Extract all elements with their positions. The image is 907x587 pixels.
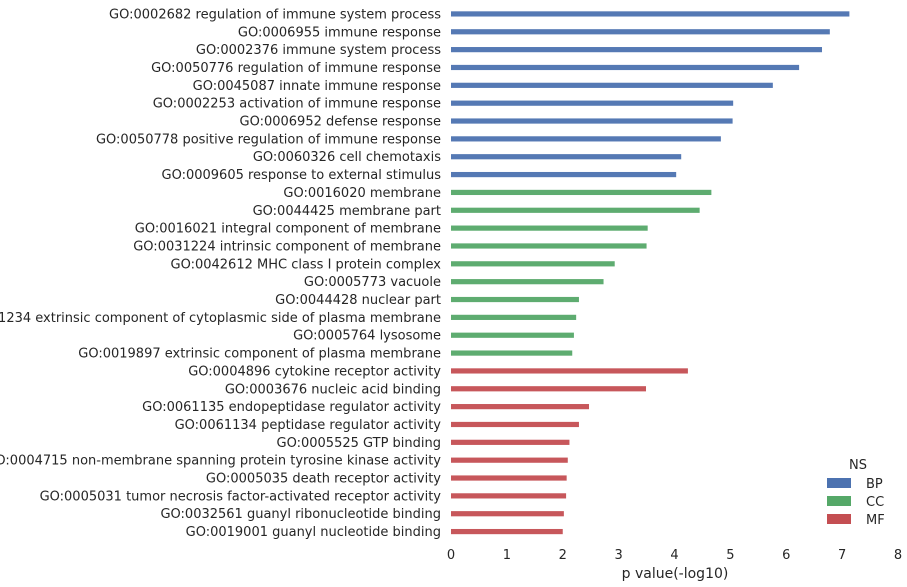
category-label: GO:0004715 non-membrane spanning protein… bbox=[0, 454, 441, 469]
bar-mf bbox=[451, 386, 647, 392]
category-label: GO:0019001 guanyl nucleotide binding bbox=[186, 525, 441, 540]
bar-bp bbox=[451, 29, 830, 35]
bar-cc bbox=[451, 296, 579, 303]
bar-cc bbox=[451, 207, 700, 213]
bar-mf bbox=[451, 475, 567, 481]
bar-bp bbox=[451, 118, 733, 124]
x-axis: 0 1 2 3 4 5 6 7 8 p value(-log10) bbox=[447, 548, 902, 582]
legend-title: NS bbox=[849, 458, 867, 473]
category-label: GO:0006955 immune response bbox=[238, 25, 441, 40]
bar-cc bbox=[451, 314, 577, 320]
bar-cc bbox=[451, 243, 647, 249]
category-label: GO:0003676 nucleic acid binding bbox=[225, 382, 441, 397]
bar-mf bbox=[451, 528, 563, 535]
bar-mf bbox=[451, 493, 567, 499]
category-label: GO:0016020 membrane bbox=[283, 186, 441, 201]
bar-bp bbox=[451, 154, 682, 160]
legend-label: BP bbox=[866, 477, 883, 492]
bar-mf bbox=[451, 439, 570, 445]
category-label: GO:0031224 intrinsic component of membra… bbox=[133, 239, 441, 254]
category-label: GO:0032561 guanyl ribonucleotide binding bbox=[160, 507, 441, 522]
x-tick-label: 3 bbox=[614, 548, 622, 563]
category-label: GO:0050778 positive regulation of immune… bbox=[96, 132, 441, 147]
bar-mf bbox=[451, 368, 688, 374]
category-label: GO:0002253 activation of immune response bbox=[153, 97, 441, 112]
category-label: GO:0004896 cytokine receptor activity bbox=[188, 364, 441, 379]
bar-mf bbox=[451, 457, 568, 463]
x-tick-label: 4 bbox=[670, 548, 678, 563]
legend-items: BP CC MF bbox=[827, 477, 885, 528]
legend: NS BP CC MF bbox=[827, 458, 885, 528]
bar-mf bbox=[451, 404, 590, 410]
bar-cc bbox=[451, 189, 712, 196]
legend-label: MF bbox=[866, 513, 885, 528]
x-tick-label: 7 bbox=[838, 548, 846, 563]
category-label: GO:0002682 regulation of immune system p… bbox=[109, 7, 441, 22]
category-label: GO:0016021 integral component of membran… bbox=[135, 222, 441, 237]
category-label: GO:0045087 innate immune response bbox=[193, 79, 441, 94]
x-tick-label: 8 bbox=[894, 548, 902, 563]
x-tick-labels: 0 1 2 3 4 5 6 7 8 bbox=[447, 548, 902, 563]
bar-bp bbox=[451, 171, 677, 178]
bar-mf bbox=[451, 421, 579, 428]
category-label: GO:0050776 regulation of immune response bbox=[151, 61, 441, 76]
legend-swatch-mf bbox=[827, 514, 851, 524]
category-label: GO:0044428 nuclear part bbox=[275, 293, 441, 308]
x-tick-label: 6 bbox=[782, 548, 790, 563]
category-label: GO:0061135 endopeptidase regulator activ… bbox=[142, 400, 441, 415]
x-tick-label: 5 bbox=[726, 548, 734, 563]
bar-bp bbox=[451, 64, 800, 71]
category-label: GO:0005031 tumor necrosis factor-activat… bbox=[40, 489, 442, 504]
bar-cc bbox=[451, 279, 604, 285]
bar-bp bbox=[451, 47, 823, 53]
category-label: GO:0006952 defense response bbox=[240, 115, 442, 130]
category-label: GO:0005035 death receptor activity bbox=[206, 472, 441, 487]
x-tick-label: 1 bbox=[503, 548, 511, 563]
bar-mf bbox=[451, 511, 564, 517]
bar-cc bbox=[451, 332, 574, 338]
bar-bp bbox=[451, 82, 773, 88]
bar-cc bbox=[451, 350, 573, 356]
category-label: GO:0009605 response to external stimulus bbox=[162, 168, 442, 183]
category-label: GO:0019897 extrinsic component of plasma… bbox=[78, 347, 441, 362]
category-label: GO:0044425 membrane part bbox=[253, 204, 441, 219]
category-label: GO:0042612 MHC class I protein complex bbox=[171, 257, 442, 272]
bar-bp bbox=[451, 136, 721, 142]
category-label: GO:0005525 GTP binding bbox=[277, 436, 441, 451]
bar-cc bbox=[451, 261, 615, 267]
x-tick-label: 0 bbox=[447, 548, 455, 563]
bar-bp bbox=[451, 11, 850, 17]
category-label: GO:0005773 vacuole bbox=[304, 275, 441, 290]
category-label: GO:0002376 immune system process bbox=[196, 43, 441, 58]
x-tick-label: 2 bbox=[559, 548, 567, 563]
bar-bp bbox=[451, 100, 734, 106]
legend-swatch-bp bbox=[827, 478, 851, 488]
legend-swatch-cc bbox=[827, 496, 851, 506]
category-label: GO:0005764 lysosome bbox=[293, 329, 441, 344]
legend-label: CC bbox=[866, 495, 884, 510]
x-axis-label: p value(-log10) bbox=[622, 566, 729, 582]
bar-cc bbox=[451, 225, 648, 231]
category-label: GO:0031234 extrinsic component of cytopl… bbox=[0, 311, 441, 326]
bars bbox=[451, 11, 850, 535]
category-label: GO:0060326 cell chemotaxis bbox=[253, 150, 441, 165]
category-labels: GO:0002682 regulation of immune system p… bbox=[0, 7, 441, 540]
category-label: GO:0061134 peptidase regulator activity bbox=[175, 418, 442, 433]
